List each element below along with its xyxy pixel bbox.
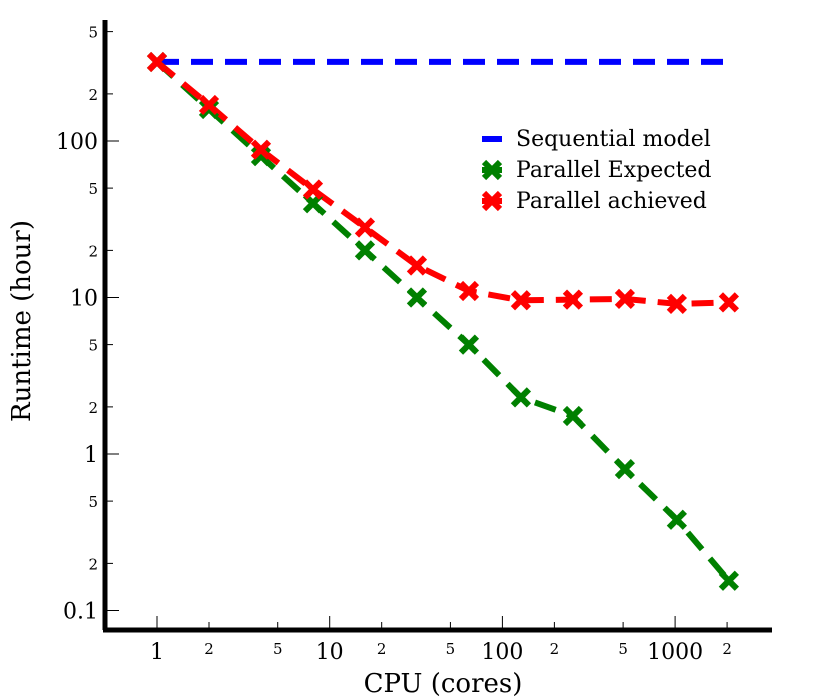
data-point-parallel-achieved bbox=[198, 94, 220, 116]
data-point-parallel-expected bbox=[406, 287, 428, 308]
data-point-parallel-achieved bbox=[718, 292, 739, 313]
legend-marker-icon bbox=[481, 190, 503, 212]
y-tick-label: 100 bbox=[56, 130, 98, 155]
series-line-parallel-expected bbox=[154, 59, 732, 583]
data-point-parallel-achieved bbox=[146, 51, 168, 73]
x-tick-label: 100 bbox=[481, 640, 523, 665]
data-point-parallel-achieved bbox=[354, 217, 376, 238]
y-minor-tick-label: 2 bbox=[88, 399, 98, 417]
data-point-parallel-achieved bbox=[510, 290, 532, 311]
legend-label: Sequential model bbox=[516, 127, 711, 152]
legend-label: Parallel achieved bbox=[516, 189, 707, 214]
data-point-parallel-expected bbox=[458, 334, 480, 355]
y-minor-tick-label: 5 bbox=[88, 180, 98, 198]
legend-item-sequential-model: Sequential model bbox=[482, 127, 711, 152]
series-lines bbox=[154, 58, 732, 583]
data-point-parallel-expected bbox=[614, 459, 636, 480]
data-point-parallel-achieved bbox=[406, 255, 428, 276]
data-point-parallel-achieved bbox=[302, 179, 324, 200]
y-minor-tick-label: 5 bbox=[88, 337, 98, 355]
y-tick-label: 1 bbox=[84, 443, 98, 468]
data-point-parallel-expected bbox=[510, 387, 532, 408]
x-minor-tick-label: 2 bbox=[722, 640, 732, 658]
legend-item-parallel-achieved: Parallel achieved bbox=[481, 189, 707, 214]
data-point-parallel-expected bbox=[666, 509, 688, 530]
y-minor-tick-label: 2 bbox=[88, 86, 98, 104]
data-point-parallel-expected bbox=[562, 405, 584, 427]
data-point-parallel-expected bbox=[718, 570, 739, 591]
series-markers bbox=[146, 51, 739, 591]
legend: Sequential model Parallel Expected Paralle… bbox=[481, 127, 712, 214]
y-minor-tick-label: 2 bbox=[88, 555, 98, 573]
x-tick-label: 1 bbox=[150, 640, 164, 665]
y-tick-label: 0.1 bbox=[63, 600, 98, 625]
x-minor-tick-label: 5 bbox=[446, 640, 456, 658]
legend-label: Parallel Expected bbox=[516, 158, 712, 183]
ticks: 1 10 100 1000 2 5 2 5 2 5 2 0.1 1 10 100 2 5 2 5 2 5 2 5 bbox=[56, 24, 732, 665]
x-axis-title: CPU (cores) bbox=[364, 669, 523, 699]
series-line-parallel-achieved bbox=[155, 59, 729, 307]
x-tick-label: 10 bbox=[316, 640, 344, 665]
legend-marker-icon bbox=[481, 159, 503, 181]
data-point-parallel-achieved bbox=[562, 289, 584, 310]
y-axis-title: Runtime (hour) bbox=[7, 220, 37, 422]
data-point-parallel-expected bbox=[354, 240, 376, 261]
legend-item-parallel-expected: Parallel Expected bbox=[481, 158, 712, 183]
x-minor-tick-label: 5 bbox=[273, 640, 283, 658]
y-minor-tick-label: 5 bbox=[88, 493, 98, 511]
y-minor-tick-label: 2 bbox=[88, 242, 98, 260]
x-minor-tick-label: 2 bbox=[204, 640, 214, 658]
x-minor-tick-label: 5 bbox=[618, 640, 628, 658]
data-point-parallel-achieved bbox=[250, 139, 272, 160]
y-minor-tick-label: 5 bbox=[88, 24, 98, 42]
data-point-parallel-achieved bbox=[666, 293, 688, 315]
y-tick-label: 10 bbox=[70, 287, 98, 312]
x-minor-tick-label: 2 bbox=[550, 640, 560, 658]
axes bbox=[102, 20, 772, 633]
x-tick-label: 1000 bbox=[647, 640, 703, 665]
data-point-parallel-achieved bbox=[614, 288, 636, 309]
x-minor-tick-label: 2 bbox=[377, 640, 387, 658]
data-point-parallel-achieved bbox=[458, 280, 480, 302]
